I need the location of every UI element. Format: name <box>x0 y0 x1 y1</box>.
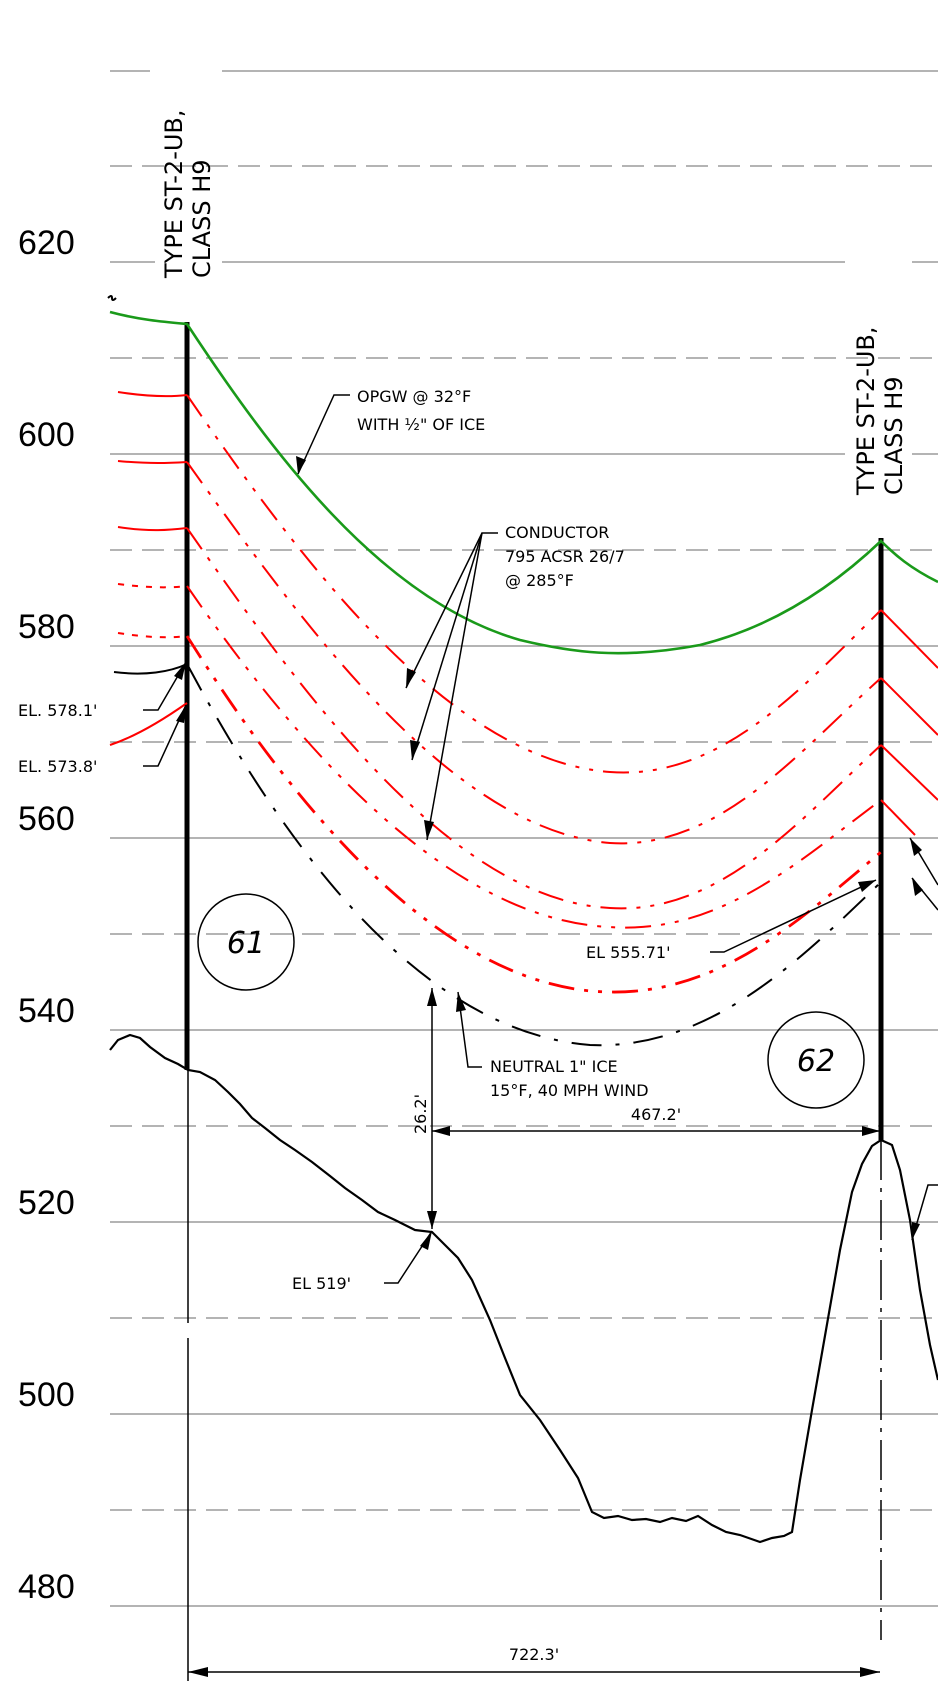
approach-span-2 <box>117 460 188 464</box>
elevation-callout-573-leader <box>143 704 187 767</box>
elevation-label-600: 600 <box>18 416 75 454</box>
conductor-arrow-1 <box>406 668 416 688</box>
elevation-label-500: 500 <box>18 1376 75 1414</box>
clearance-arrow-top <box>427 988 437 1006</box>
right-approach-4 <box>880 799 916 836</box>
elevation-callout-578: EL. 578.1' <box>18 701 97 720</box>
approach-span-4 <box>117 583 188 589</box>
conductor-leader-arrows <box>406 668 434 840</box>
conductor-approach-spans <box>109 391 938 836</box>
elevation-callout-555: EL 555.71' <box>586 943 671 962</box>
conductor-leader-3 <box>426 532 483 841</box>
opgw-break-symbol <box>107 295 117 301</box>
structure-61-class: CLASS H9 <box>188 159 216 278</box>
conductor-wire-4 <box>186 585 882 929</box>
structure-62-type: TYPE ST-2-UB, <box>852 326 880 496</box>
conductor-wire-1 <box>186 394 882 774</box>
neutral-leader <box>457 991 482 1068</box>
elevation-callout-519-arrow <box>420 1231 432 1250</box>
neutral-wire <box>186 663 882 1047</box>
conductor-note-line3: @ 285°F <box>505 571 574 590</box>
elevation-callout-555-leader <box>710 879 877 953</box>
elevation-label-580: 580 <box>18 608 75 646</box>
elevation-callout-578-leader <box>143 661 187 711</box>
structure-62-bubble <box>767 1011 865 1109</box>
structure-62-number: 62 <box>797 1044 835 1079</box>
elevation-callout-573: EL. 573.8' <box>18 757 97 776</box>
structure-61-type: TYPE ST-2-UB, <box>160 109 188 279</box>
approach-span-3 <box>117 526 188 532</box>
opgw-note-line1: OPGW @ 32°F <box>357 387 471 406</box>
conductor-leader-2 <box>411 532 483 761</box>
neutral-leader-arrow <box>456 992 466 1012</box>
structure-label-62: TYPE ST-2-UB, CLASS H9 <box>852 326 908 496</box>
approach-span-6 <box>109 702 188 746</box>
conductor-wire-3 <box>186 527 882 910</box>
opgw-leader <box>297 394 350 475</box>
clearance-span-arrow-left <box>432 1126 450 1136</box>
conductor-arrow-2 <box>410 740 420 760</box>
opgw-wire <box>109 310 938 655</box>
structure-61-number: 61 <box>227 926 265 961</box>
conductor-arrow-3 <box>424 820 434 840</box>
structure-62-class: CLASS H9 <box>880 376 908 495</box>
right-approach-3 <box>880 744 938 801</box>
elevation-label-480: 480 <box>18 1568 75 1606</box>
opgw-leader-arrow <box>296 456 306 474</box>
elevation-callout-519-leader <box>384 1230 433 1284</box>
clearance-span-value: 467.2' <box>631 1105 681 1124</box>
span-arrow-right <box>860 1667 880 1677</box>
elevation-callout-578-arrow <box>174 662 186 680</box>
right-edge-leader <box>911 1184 938 1241</box>
structure-label-61: TYPE ST-2-UB, CLASS H9 <box>160 109 216 279</box>
conductor-wires <box>185 394 882 994</box>
neutral-approach-span <box>113 663 188 675</box>
approach-span-1 <box>117 391 188 398</box>
elevation-label-540: 540 <box>18 992 75 1030</box>
conductor-wire-2 <box>186 461 882 845</box>
right-approach-2 <box>880 677 938 736</box>
right-edge-leader-arrow <box>912 1222 920 1240</box>
neutral-note-line1: NEUTRAL 1" ICE <box>490 1057 618 1076</box>
span-arrow-left <box>188 1667 208 1677</box>
structure-61-bubble <box>197 893 295 991</box>
elevation-callout-519: EL 519' <box>292 1274 351 1293</box>
right-approach-1 <box>880 609 938 669</box>
clearance-value: 26.2' <box>411 1094 430 1134</box>
grid-dashed <box>110 165 938 1511</box>
elevation-label-620: 620 <box>18 224 75 262</box>
conductor-note-line2: 795 ACSR 26/7 <box>505 547 625 566</box>
conductor-leaders <box>405 532 498 841</box>
elevation-callout-573-arrow <box>176 705 186 723</box>
right-edge-leader-3-arrow <box>912 878 923 896</box>
elevation-callout-555-arrow <box>858 880 876 892</box>
elevation-label-520: 520 <box>18 1184 75 1222</box>
right-edge-leader-2-arrow <box>910 838 922 856</box>
clearance-span-arrow-right <box>862 1126 880 1136</box>
grid <box>110 70 938 1607</box>
neutral-note-line2: 15°F, 40 MPH WIND <box>490 1081 649 1100</box>
opgw-note-line2: WITH ½" OF ICE <box>357 415 485 434</box>
ground-profile <box>109 1033 938 1544</box>
approach-span-5 <box>117 632 188 639</box>
elevation-label-560: 560 <box>18 800 75 838</box>
conductor-note-line1: CONDUCTOR <box>505 523 609 542</box>
conductor-wire-5 <box>185 635 882 994</box>
span-value: 722.3' <box>509 1645 559 1664</box>
clearance-arrow-bottom <box>427 1211 437 1229</box>
